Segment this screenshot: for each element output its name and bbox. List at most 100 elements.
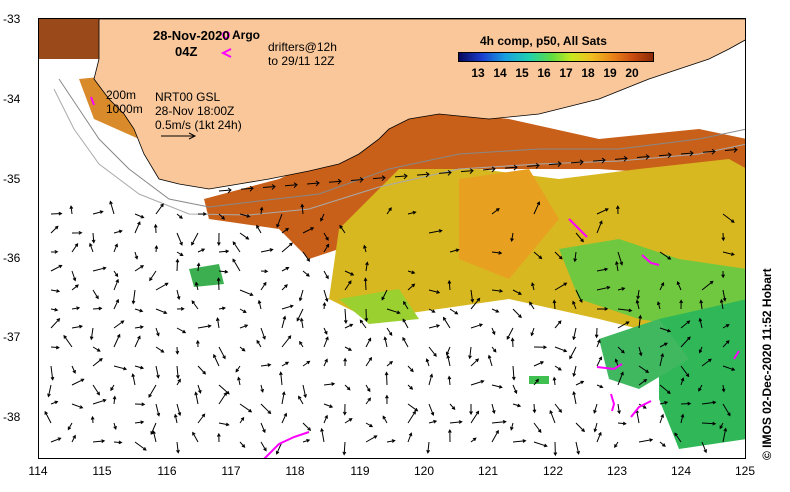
current-vector-arrow [342,403,347,416]
current-vector-arrow [615,205,620,215]
current-vector-arrow [176,378,181,386]
current-vector-arrow [596,339,601,348]
y-tick: -33 [3,12,21,26]
gsl-label-1: NRT00 GSL [155,90,221,104]
current-vector-arrow [511,365,516,381]
current-vector-arrow [50,225,59,234]
x-tick: 121 [477,464,499,478]
current-vector-arrow [239,403,253,413]
current-vector-arrow [460,168,474,174]
current-vector-arrow [92,289,99,300]
current-vector-arrow [701,400,717,405]
current-vector-arrow [257,299,262,310]
current-vector-arrow [191,232,199,246]
current-vector-arrow [386,360,394,367]
current-vector-arrow [215,317,220,329]
current-vector-arrow [216,232,221,247]
current-vector-arrow [449,403,456,411]
sst-patch-green-mid [599,319,689,389]
current-vector-arrow [149,270,157,282]
x-tick: 124 [670,464,692,478]
current-vector-arrow [386,439,396,443]
current-vector-arrow [510,337,515,348]
sst-patch-tiny [529,376,549,384]
current-vector-arrow [260,422,266,434]
colorbar-tick: 20 [625,66,639,80]
current-vector-arrow [596,431,602,443]
current-vector-arrow [533,251,543,260]
current-vector-arrow [615,260,619,272]
current-vector-arrow [701,421,717,426]
current-vector-arrow [701,358,712,367]
current-vector-arrow [680,413,685,424]
current-vector-arrow [344,418,353,424]
current-vector-arrow [470,437,477,443]
current-vector-arrow [554,320,562,329]
current-vector-arrow [256,224,262,234]
current-vector-arrow [194,391,199,405]
current-vector-arrow [680,401,692,406]
current-vector-arrow [658,152,672,159]
current-vector-arrow [491,250,503,255]
y-tick: -34 [3,92,21,106]
sst-field [39,19,745,449]
current-vector-arrow [260,269,269,274]
current-vector-arrow [491,327,496,336]
current-vector-arrow [617,371,624,386]
current-vector-arrow [575,422,586,433]
current-vector-arrow [323,358,328,367]
current-vector-arrow [721,270,725,279]
drifter-track-c [641,254,660,266]
current-vector-arrow [50,400,59,405]
contour-1000-label: 1000m [106,102,143,116]
current-vector-arrow [572,300,577,310]
current-vector-arrow [260,441,267,452]
current-vector-arrow [91,232,96,244]
current-vector-arrow [296,308,304,322]
current-vector-arrow [382,415,388,424]
current-vector-arrow [506,327,514,340]
current-vector-arrow [482,166,496,173]
current-vector-arrow [722,324,730,329]
current-vector-arrow [240,185,254,192]
current-vector-arrow [659,352,665,367]
current-vector-arrow [722,289,727,302]
current-vector-arrow [659,413,664,424]
current-vector-arrow [385,394,389,405]
current-vector-arrow [512,384,518,395]
drifter-track-g [90,96,95,106]
argo-label: Argo [232,28,260,42]
current-vector-arrow [235,365,241,373]
current-vector-arrow [470,379,485,386]
current-vector-arrow [449,248,460,253]
current-vector-arrow [260,327,266,340]
current-vector-arrow [575,232,584,243]
current-vector-arrow [617,346,625,354]
current-vector-arrow [428,289,441,294]
current-vector-arrow [281,391,286,405]
current-vector-arrow [402,336,409,348]
current-vector-arrow [383,336,388,348]
current-vector-arrow [530,327,535,337]
current-vector-arrow [92,266,107,272]
current-vector-arrow [365,337,372,348]
current-vector-arrow [90,415,95,424]
current-vector-arrow [532,403,537,414]
current-vector-arrow [442,316,451,329]
current-vector-arrow [176,327,187,334]
current-vector-arrow [281,315,287,329]
x-tick: 118 [285,464,305,478]
drifter-tracks [90,96,740,458]
drifters-label-2: to 29/11 12Z [268,54,335,68]
current-vectors [44,147,738,457]
current-vector-arrow [50,318,61,329]
current-vector-arrow [659,441,666,447]
current-vector-arrow [636,289,640,300]
x-tick: 122 [542,464,564,478]
current-vector-arrow [92,439,106,443]
current-vector-arrow [596,356,603,367]
x-tick: 115 [92,464,112,478]
current-vector-arrow [71,242,79,253]
current-vector-arrow [638,365,650,373]
current-vector-arrow [596,307,609,311]
